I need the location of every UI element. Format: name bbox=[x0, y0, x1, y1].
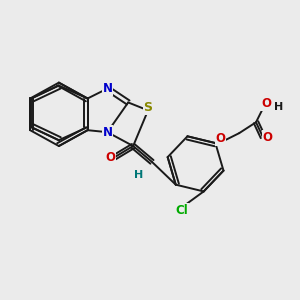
Text: H: H bbox=[274, 102, 283, 112]
Text: H: H bbox=[134, 170, 144, 180]
Text: O: O bbox=[105, 152, 116, 164]
Text: N: N bbox=[102, 126, 112, 139]
Text: O: O bbox=[216, 132, 226, 145]
Text: N: N bbox=[102, 82, 112, 95]
Text: Cl: Cl bbox=[175, 204, 188, 217]
Text: S: S bbox=[143, 101, 152, 114]
Text: O: O bbox=[261, 98, 271, 110]
Text: O: O bbox=[262, 130, 272, 144]
